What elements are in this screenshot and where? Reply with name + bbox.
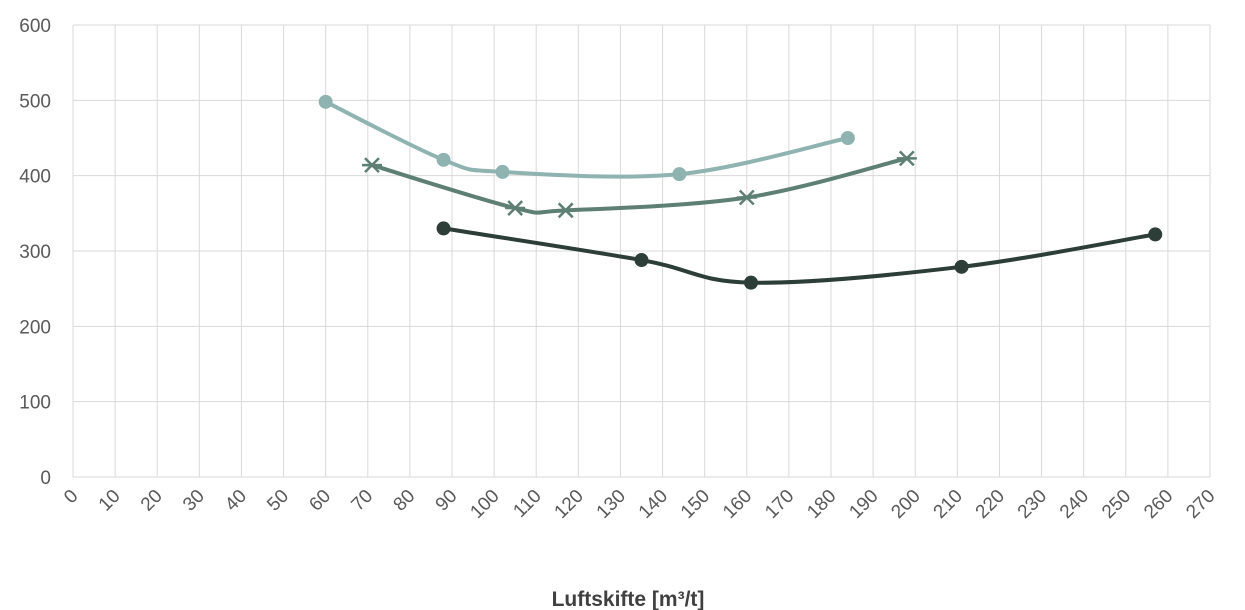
data-point	[361, 157, 382, 174]
series-2	[361, 150, 917, 219]
x-tick-label: 130	[593, 486, 630, 523]
x-tick-label: 60	[305, 486, 335, 516]
data-point	[672, 167, 687, 182]
marker-stroke	[557, 202, 574, 219]
y-tick-label: 300	[19, 242, 51, 263]
data-point	[840, 131, 855, 145]
data-series	[318, 94, 1163, 290]
y-tick-label: 500	[19, 91, 51, 112]
data-point	[318, 94, 333, 109]
x-tick-label: 10	[95, 486, 125, 516]
data-point	[555, 202, 576, 219]
data-point	[896, 150, 917, 167]
x-axis-title: Luftskifte [m³/t]	[552, 588, 705, 610]
y-axis-tick-labels: 0 100 200 300 400 500 600	[19, 16, 51, 489]
x-tick-label: 270	[1182, 486, 1219, 523]
x-tick-label: 30	[179, 486, 209, 516]
x-tick-label: 250	[1098, 486, 1135, 523]
x-tick-label: 0	[60, 486, 82, 508]
data-point	[436, 221, 451, 236]
data-point	[743, 275, 758, 290]
y-tick-label: 400	[19, 167, 51, 188]
data-point	[736, 189, 757, 206]
x-tick-label: 260	[1140, 486, 1177, 523]
x-tick-label: 190	[845, 486, 882, 523]
x-tick-label: 70	[348, 486, 378, 516]
x-tick-label: 90	[432, 486, 462, 516]
x-tick-label: 40	[221, 486, 251, 516]
marker-stroke	[364, 157, 380, 174]
x-tick-label: 20	[137, 486, 167, 516]
series-line	[323, 99, 850, 179]
series-3	[436, 221, 1163, 290]
data-point	[1148, 227, 1163, 242]
x-tick-label: 200	[887, 486, 924, 523]
data-point	[505, 200, 526, 216]
x-tick-label: 140	[635, 486, 672, 523]
x-tick-label: 120	[551, 486, 588, 523]
series-line	[441, 226, 1158, 285]
x-tick-label: 220	[972, 486, 1009, 523]
x-tick-label: 210	[930, 486, 967, 523]
y-tick-label: 100	[19, 393, 51, 414]
x-tick-label: 150	[677, 486, 714, 523]
x-tick-label: 240	[1056, 486, 1093, 523]
data-point	[436, 152, 451, 167]
marker-stroke	[898, 150, 915, 167]
x-axis-tick-labels: 0 10 20 30 40 50 60 70 80 90 100 110 120 130 140 150 160…	[60, 486, 1219, 523]
x-tick-label: 80	[390, 486, 420, 516]
data-point	[954, 259, 969, 274]
x-tick-label: 50	[263, 486, 293, 516]
x-tick-label: 110	[509, 486, 545, 522]
y-tick-label: 600	[19, 16, 51, 37]
x-tick-label: 160	[719, 486, 756, 523]
x-tick-label: 180	[803, 486, 840, 523]
series-1	[318, 94, 855, 182]
gridlines	[72, 24, 1211, 478]
y-tick-label: 0	[40, 468, 51, 489]
x-tick-label: 230	[1014, 486, 1051, 523]
x-tick-label: 170	[761, 486, 798, 523]
marker-stroke	[507, 200, 524, 216]
data-point	[634, 253, 649, 268]
y-tick-label: 200	[19, 317, 51, 338]
x-tick-label: 100	[466, 486, 503, 523]
data-point	[495, 164, 510, 179]
marker-stroke	[738, 189, 755, 206]
